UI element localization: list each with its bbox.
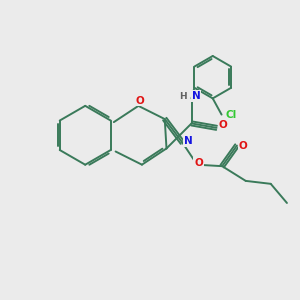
Text: N: N [184, 136, 193, 146]
Text: N: N [192, 91, 200, 101]
Text: O: O [219, 121, 227, 130]
Text: O: O [194, 158, 203, 168]
Text: H: H [179, 92, 187, 100]
Text: O: O [239, 141, 248, 151]
Text: O: O [136, 96, 144, 106]
Text: Cl: Cl [225, 110, 237, 120]
